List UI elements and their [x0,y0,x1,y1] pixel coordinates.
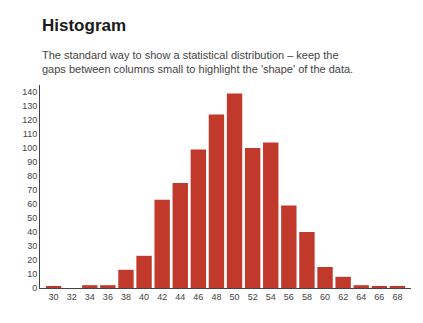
svg-text:62: 62 [338,292,348,302]
svg-text:56: 56 [284,292,294,302]
svg-text:0: 0 [32,283,37,293]
svg-text:50: 50 [27,213,37,223]
svg-text:46: 46 [193,292,203,302]
svg-text:80: 80 [27,171,37,181]
svg-text:68: 68 [392,292,402,302]
svg-text:40: 40 [27,227,37,237]
svg-text:120: 120 [22,115,37,125]
svg-text:40: 40 [139,292,149,302]
svg-text:66: 66 [374,292,384,302]
svg-text:32: 32 [67,292,77,302]
svg-text:10: 10 [27,269,37,279]
svg-text:44: 44 [175,292,185,302]
svg-text:60: 60 [320,292,330,302]
svg-text:The standard way to show a sta: The standard way to show a statistical d… [42,49,353,75]
svg-text:130: 130 [22,101,37,111]
svg-text:70: 70 [27,185,37,195]
svg-text:34: 34 [85,292,95,302]
svg-text:58: 58 [302,292,312,302]
svg-text:48: 48 [211,292,221,302]
svg-text:50: 50 [230,292,240,302]
svg-text:110: 110 [23,129,37,139]
svg-text:54: 54 [266,292,276,302]
svg-text:140: 140 [22,87,37,97]
svg-text:38: 38 [121,292,131,302]
svg-text:42: 42 [157,292,167,302]
svg-text:Histogram: Histogram [42,16,126,35]
svg-text:60: 60 [27,199,37,209]
svg-text:100: 100 [22,143,37,153]
svg-text:20: 20 [27,255,37,265]
svg-text:90: 90 [27,157,37,167]
svg-text:30: 30 [27,241,37,251]
svg-text:64: 64 [356,292,366,302]
svg-text:36: 36 [103,292,113,302]
svg-text:52: 52 [248,292,258,302]
svg-text:30: 30 [49,292,59,302]
